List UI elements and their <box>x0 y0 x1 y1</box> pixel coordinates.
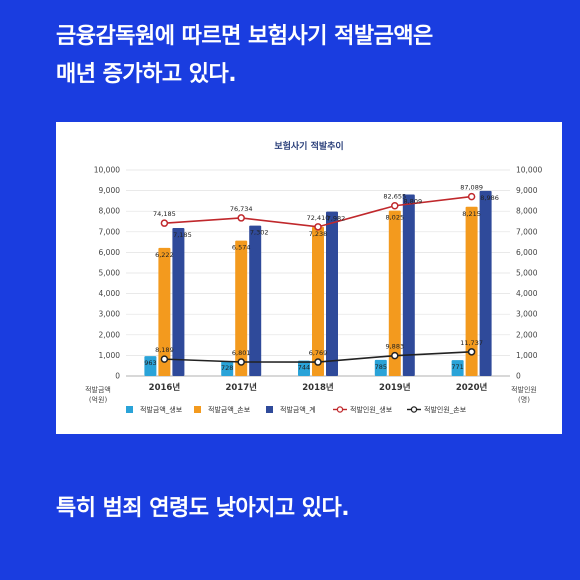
bar-적발금액_손보 <box>235 240 248 376</box>
y-tick-right: 1,000 <box>516 351 538 360</box>
y-tick-right: 0 <box>516 372 521 381</box>
data-label-적발인원_손보: 8,189 <box>155 346 174 354</box>
y-tick-left: 3,000 <box>99 310 121 319</box>
legend-swatch <box>126 406 133 413</box>
bar-적발금액_손보 <box>158 247 171 376</box>
data-label-적발금액_계: 7,302 <box>250 229 269 237</box>
data-label-적발금액_생보: 744 <box>298 364 310 372</box>
data-label-적발금액_생보: 771 <box>451 363 463 371</box>
x-tick-label: 2019년 <box>379 382 411 393</box>
data-label-적발인원_손보: 11,737 <box>460 339 483 347</box>
y-axis-left-unit: (억원) <box>89 395 108 404</box>
x-tick-label: 2020년 <box>456 382 488 393</box>
bar-적발금액_계 <box>326 211 338 376</box>
y-tick-right: 6,000 <box>516 248 538 257</box>
legend-label: 적발인원_생보 <box>350 405 393 414</box>
line-적발인원_생보 <box>164 195 472 228</box>
legend-label: 적발인원_손보 <box>424 405 467 414</box>
data-label-적발인원_생보: 74,185 <box>153 210 176 218</box>
y-tick-left: 6,000 <box>99 248 121 257</box>
y-tick-left: 8,000 <box>99 207 121 216</box>
x-tick-label: 2018년 <box>302 382 334 393</box>
bar-적발금액_계 <box>172 227 185 376</box>
data-label-적발금액_손보: 6,222 <box>155 251 174 259</box>
point-적발인원_손보 <box>391 351 399 360</box>
point-적발인원_생보 <box>314 223 322 231</box>
y-tick-right: 5,000 <box>516 269 538 278</box>
data-label-적발금액_손보: 7,238 <box>309 230 328 238</box>
headline: 금융감독원에 따르면 보험사기 적발금액은 매년 증가하고 있다. <box>56 18 556 94</box>
data-label-적발금액_생보: 785 <box>375 363 387 371</box>
chart-title: 보험사기 적발추이 <box>274 140 343 152</box>
y-tick-left: 7,000 <box>99 227 121 236</box>
bar-적발금액_계 <box>402 194 415 376</box>
y-axis-right-label: 적발인원 <box>511 385 537 394</box>
y-tick-right: 4,000 <box>516 289 538 298</box>
data-label-적발인원_손보: 6,801 <box>232 349 251 357</box>
y-axis-left-label: 적발금액 <box>85 385 111 394</box>
point-적발인원_손보 <box>160 355 169 363</box>
legend-swatch <box>194 406 201 413</box>
bar-적발금액_손보 <box>388 210 401 376</box>
legend-swatch <box>266 406 273 413</box>
headline-line-2: 매년 증가하고 있다. <box>56 62 237 87</box>
x-tick-label: 2016년 <box>149 382 181 393</box>
legend-marker <box>336 406 344 413</box>
y-tick-left: 1,000 <box>99 351 121 360</box>
data-label-적발금액_계: 8,986 <box>480 194 499 202</box>
bar-적발금액_생보 <box>298 360 310 376</box>
chart-svg: 보험사기 적발추이 0 0 1,000 1,000 2,000 2,000 3,000 3,00… <box>85 140 542 414</box>
chart-panel: 보험사기 적발추이 0 0 1,000 1,000 2,000 2,000 3,000 3,00… <box>56 122 562 434</box>
data-label-적발인원_손보: 9,883 <box>385 343 404 351</box>
y-tick-right: 7,000 <box>516 227 538 236</box>
data-label-적발인원_손보: 6,769 <box>309 349 328 357</box>
bar-적발금액_생보 <box>144 356 157 376</box>
data-label-적발금액_손보: 6,574 <box>232 244 251 252</box>
legend-marker <box>410 406 418 413</box>
y-tick-left: 2,000 <box>99 330 121 339</box>
headline-line-1: 금융감독원에 따르면 보험사기 적발금액은 <box>56 24 433 49</box>
data-label-적발금액_계: 7,982 <box>327 215 346 223</box>
y-axis-right-unit: (명) <box>518 395 530 404</box>
bar-적발금액_생보 <box>451 360 464 376</box>
y-tick-right: 3,000 <box>516 310 538 319</box>
y-tick-right: 2,000 <box>516 330 538 339</box>
point-적발인원_생보 <box>160 219 169 227</box>
point-적발인원_생보 <box>467 192 476 201</box>
data-label-적발인원_생보: 87,089 <box>460 184 483 192</box>
bar-적발금액_계 <box>479 190 492 376</box>
y-tick-right: 10,000 <box>516 166 542 175</box>
bar-적발금액_생보 <box>221 361 234 376</box>
point-적발인원_손보 <box>237 358 245 366</box>
bar-적발금액_계 <box>249 225 262 376</box>
data-label-적발인원_생보: 72,410 <box>307 214 330 222</box>
y-tick-left: 4,000 <box>99 289 121 298</box>
data-label-적발금액_생보: 728 <box>221 364 233 372</box>
legend-label: 적발금액_생보 <box>140 405 183 414</box>
legend-label: 적발금액_손보 <box>208 405 251 414</box>
data-label-적발금액_생보: 963 <box>144 359 156 367</box>
point-적발인원_손보 <box>314 358 322 366</box>
bar-적발금액_생보 <box>374 359 387 376</box>
data-label-적발금액_계: 8,809 <box>403 198 422 206</box>
data-label-적발금액_계: 7,185 <box>173 231 192 239</box>
footer-caption: 특히 범죄 연령도 낮아지고 있다. <box>56 496 350 521</box>
y-tick-left: 5,000 <box>99 269 121 278</box>
data-label-적발금액_손보: 8,025 <box>385 214 404 222</box>
y-tick-right: 9,000 <box>516 186 538 195</box>
y-tick-left: 0 <box>115 372 120 381</box>
bar-적발금액_손보 <box>312 226 324 376</box>
data-label-적발인원_생보: 82,655 <box>383 193 406 201</box>
x-tick-label: 2017년 <box>225 382 257 393</box>
point-적발인원_손보 <box>467 348 476 356</box>
legend-label: 적발금액_계 <box>280 405 316 414</box>
y-tick-left: 9,000 <box>99 186 121 195</box>
y-tick-right: 8,000 <box>516 207 538 216</box>
point-적발인원_생보 <box>237 214 245 222</box>
data-label-적발인원_생보: 76,734 <box>230 205 253 213</box>
y-tick-left: 10,000 <box>94 166 120 175</box>
point-적발인원_생보 <box>391 201 399 210</box>
bar-적발금액_손보 <box>465 206 478 376</box>
data-label-적발금액_손보: 8,215 <box>462 210 481 218</box>
